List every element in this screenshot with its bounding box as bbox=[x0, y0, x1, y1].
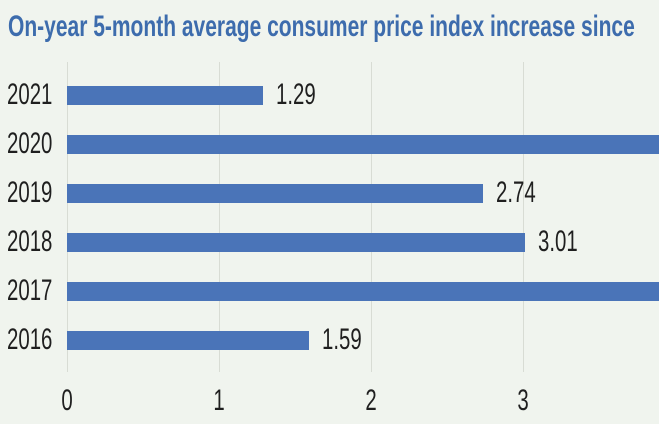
bar-2017 bbox=[67, 282, 659, 301]
bar-2020 bbox=[67, 135, 659, 154]
bar-2019 bbox=[67, 184, 483, 203]
x-tick-label-1: 1 bbox=[213, 384, 225, 417]
x-tick-label-3: 3 bbox=[517, 384, 529, 417]
gridline-2 bbox=[371, 62, 372, 372]
year-label-2021: 2021 bbox=[7, 78, 53, 111]
year-label-2018: 2018 bbox=[7, 225, 53, 258]
chart-title: On-year 5-month average consumer price i… bbox=[8, 10, 659, 44]
year-label-2016: 2016 bbox=[7, 323, 53, 356]
value-label-2019: 2.74 bbox=[496, 176, 536, 209]
value-label-2018: 3.01 bbox=[538, 225, 578, 258]
gridline-1 bbox=[219, 62, 220, 372]
gridline-3 bbox=[523, 62, 524, 372]
bar-2021 bbox=[67, 86, 263, 105]
year-label-2019: 2019 bbox=[7, 176, 53, 209]
gridline-0 bbox=[67, 62, 68, 372]
value-label-2021: 1.29 bbox=[276, 78, 316, 111]
bar-2018 bbox=[67, 233, 525, 252]
year-label-2020: 2020 bbox=[7, 127, 53, 160]
bar-2016 bbox=[67, 331, 309, 350]
x-tick-label-2: 2 bbox=[365, 384, 377, 417]
x-tick-label-0: 0 bbox=[61, 384, 73, 417]
year-label-2017: 2017 bbox=[7, 274, 53, 307]
value-label-2016: 1.59 bbox=[322, 323, 362, 356]
chart-title-text: On-year 5-month average consumer price i… bbox=[8, 10, 635, 43]
